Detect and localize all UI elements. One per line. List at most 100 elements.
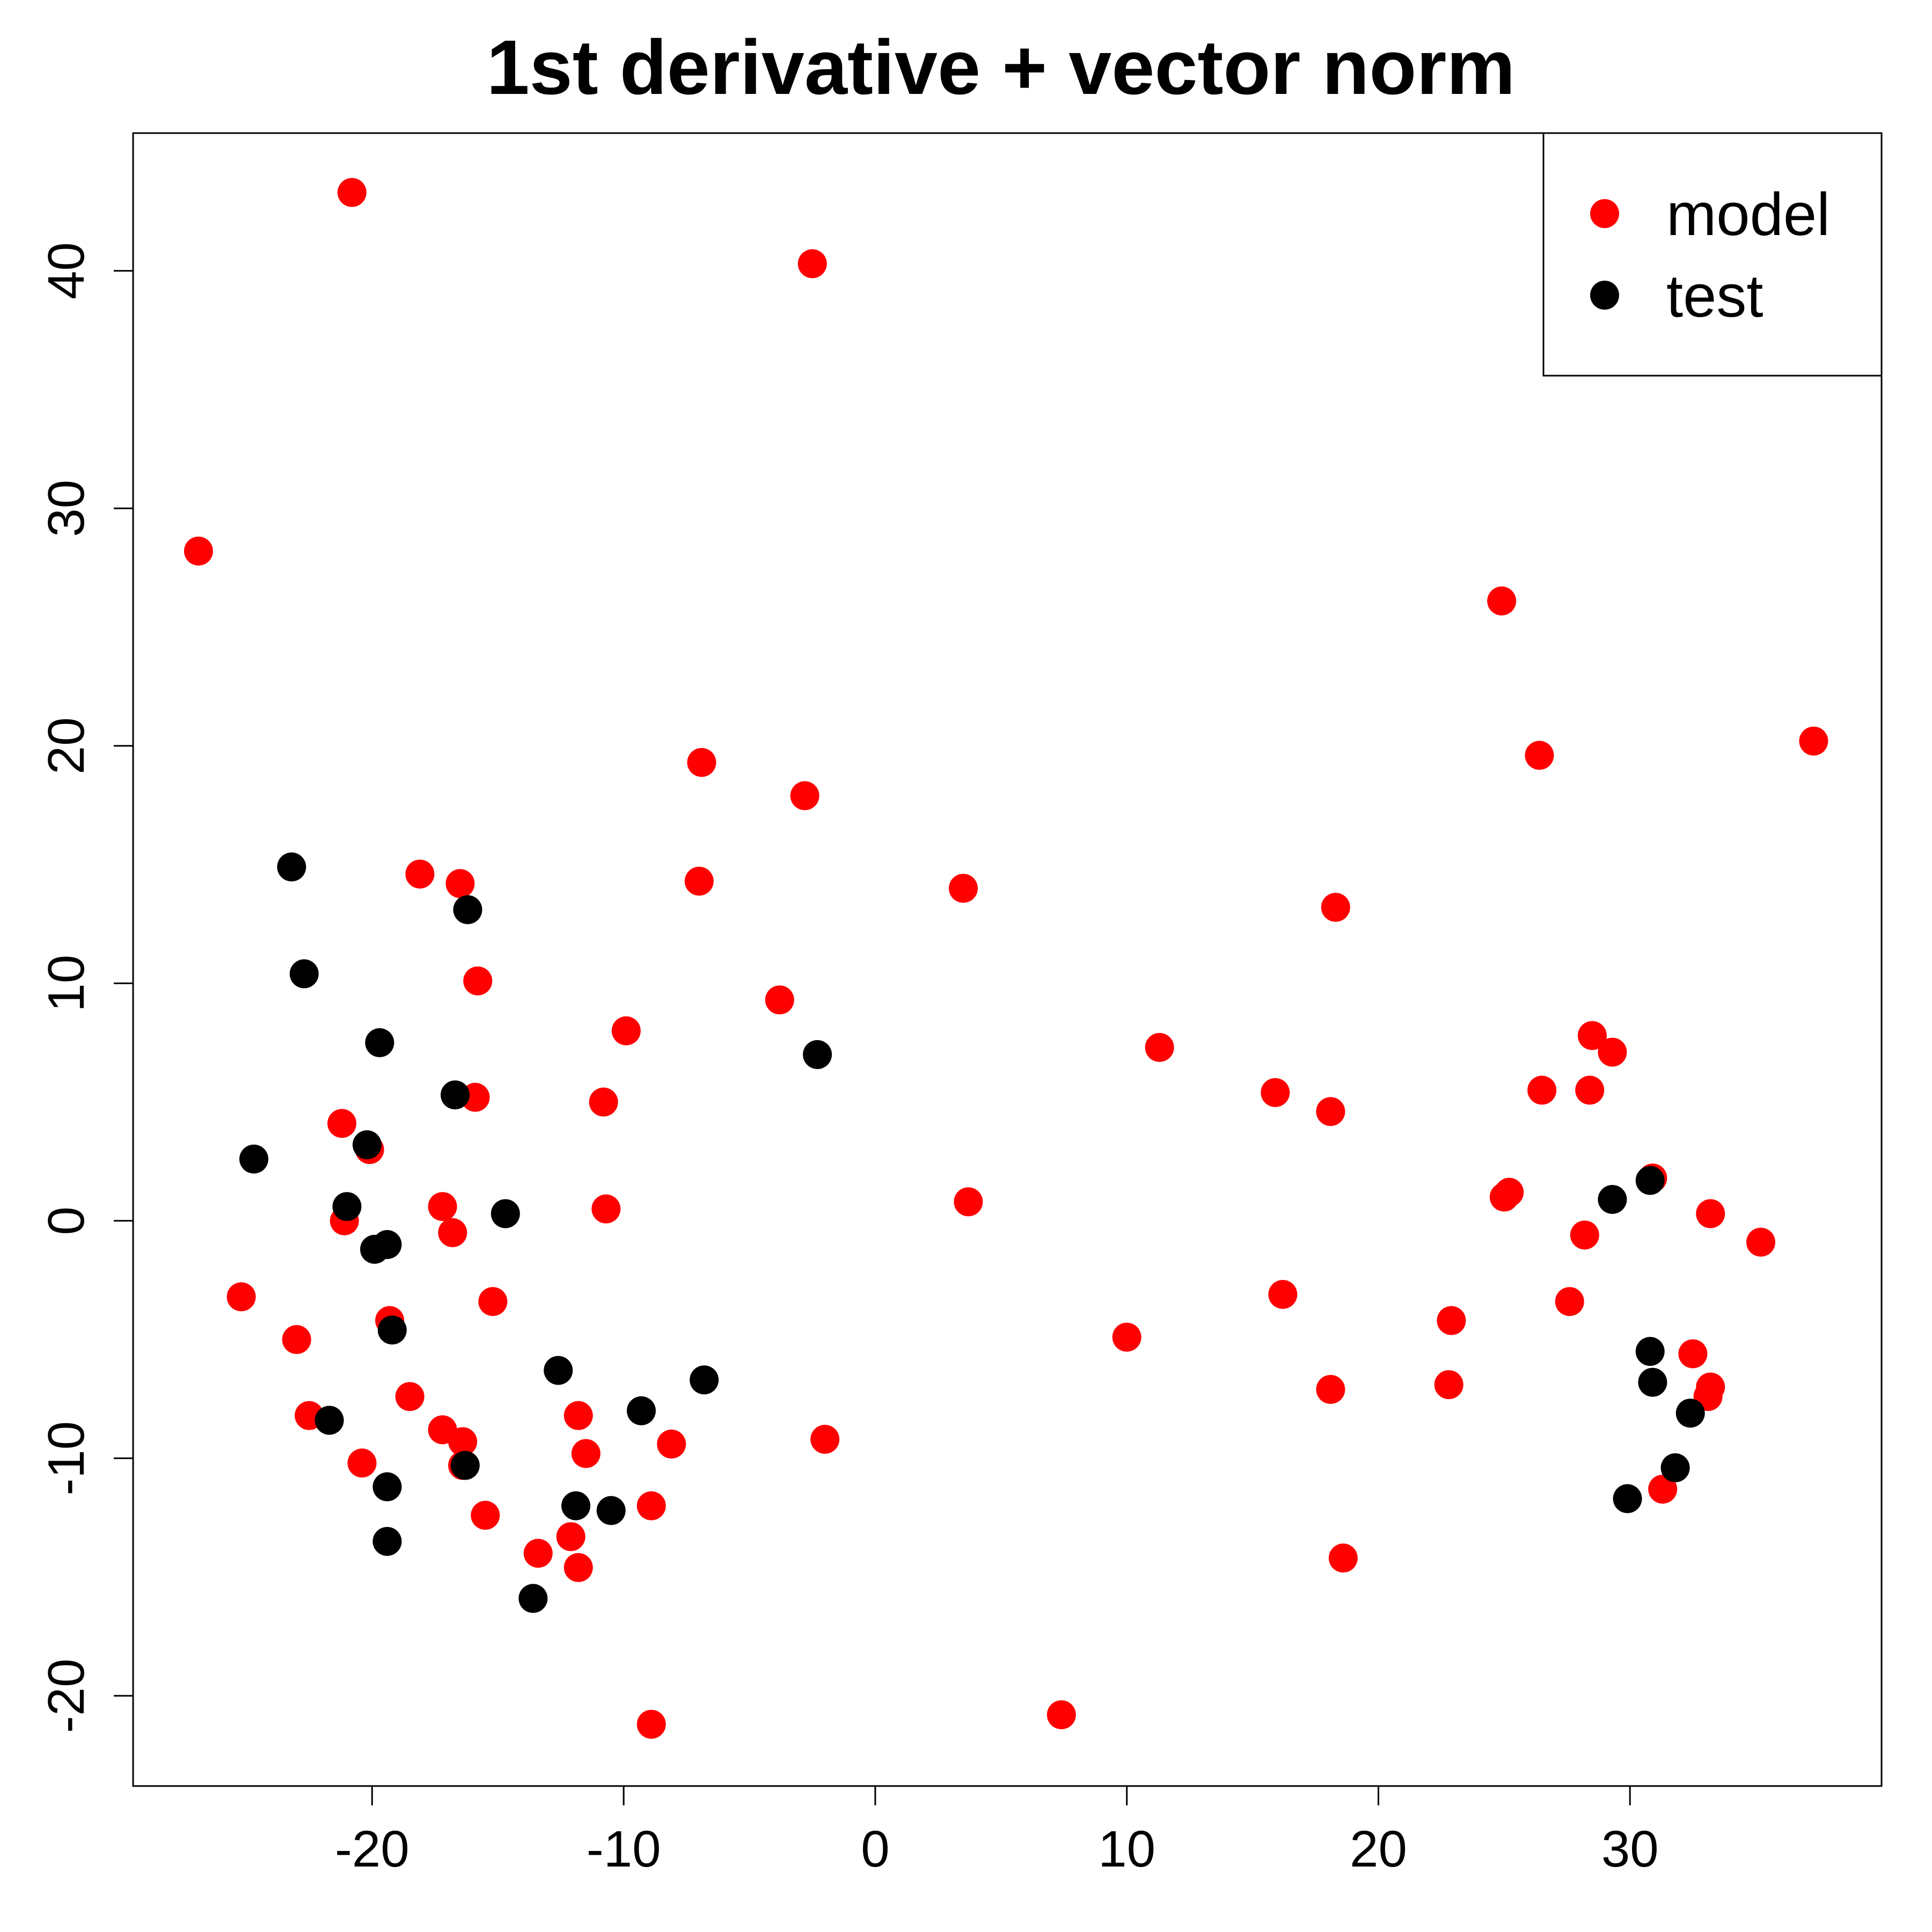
point-model bbox=[1577, 1021, 1607, 1050]
point-model bbox=[395, 1382, 425, 1411]
point-model bbox=[1046, 1700, 1076, 1730]
point-test bbox=[450, 1451, 480, 1480]
x-tick-label: 20 bbox=[1350, 1820, 1407, 1878]
point-model bbox=[1746, 1227, 1775, 1257]
point-model bbox=[790, 781, 819, 810]
point-model bbox=[428, 1192, 457, 1221]
point-test bbox=[352, 1130, 382, 1160]
point-test bbox=[314, 1406, 344, 1435]
point-model bbox=[1575, 1075, 1605, 1105]
legend-marker-model bbox=[1590, 199, 1619, 228]
point-test bbox=[277, 852, 306, 882]
point-model bbox=[1434, 1370, 1463, 1400]
point-model bbox=[471, 1501, 500, 1530]
point-model bbox=[1648, 1474, 1678, 1504]
point-test bbox=[372, 1230, 402, 1260]
point-model bbox=[556, 1522, 586, 1552]
point-model bbox=[797, 249, 827, 279]
point-model bbox=[1495, 1177, 1524, 1207]
point-model bbox=[1268, 1279, 1298, 1309]
legend-label-test: test bbox=[1666, 262, 1763, 330]
point-model bbox=[463, 966, 493, 996]
point-test bbox=[690, 1365, 719, 1395]
point-model bbox=[1570, 1220, 1599, 1250]
y-tick-label: 0 bbox=[38, 1206, 95, 1235]
point-model bbox=[1321, 892, 1350, 922]
point-test bbox=[491, 1199, 520, 1228]
point-test bbox=[239, 1144, 269, 1174]
point-model bbox=[1555, 1287, 1584, 1316]
point-test bbox=[803, 1040, 832, 1070]
point-model bbox=[687, 748, 716, 777]
point-test bbox=[289, 959, 319, 989]
legend-label-model: model bbox=[1666, 181, 1830, 248]
point-test bbox=[453, 895, 482, 925]
point-model bbox=[1145, 1033, 1174, 1062]
y-tick-label: 40 bbox=[38, 242, 95, 299]
point-model bbox=[810, 1424, 840, 1454]
point-model bbox=[591, 1194, 621, 1224]
point-model bbox=[282, 1325, 311, 1355]
point-test bbox=[626, 1396, 656, 1425]
point-test bbox=[544, 1356, 573, 1385]
point-model bbox=[564, 1401, 593, 1430]
point-model bbox=[184, 536, 213, 566]
point-model bbox=[448, 1427, 478, 1457]
x-tick-label: -10 bbox=[587, 1820, 661, 1878]
point-model bbox=[954, 1187, 983, 1217]
point-model bbox=[1328, 1543, 1358, 1573]
y-tick-label: -10 bbox=[38, 1421, 95, 1496]
point-test bbox=[561, 1491, 591, 1520]
legend-marker-test bbox=[1590, 281, 1619, 310]
point-model bbox=[438, 1218, 467, 1247]
point-model bbox=[1525, 741, 1554, 770]
point-test bbox=[596, 1496, 626, 1525]
point-test bbox=[1675, 1399, 1705, 1428]
y-tick-label: 30 bbox=[38, 480, 95, 537]
point-model bbox=[478, 1287, 508, 1316]
y-tick-label: -20 bbox=[38, 1658, 95, 1733]
x-axis: -20 -10 0 10 20 30 bbox=[335, 1785, 1659, 1878]
point-test bbox=[518, 1584, 548, 1613]
point-test bbox=[1660, 1453, 1690, 1483]
x-tick-label: 10 bbox=[1098, 1820, 1155, 1878]
point-model bbox=[657, 1429, 686, 1459]
point-model bbox=[1112, 1322, 1141, 1352]
x-tick-label: -20 bbox=[335, 1820, 409, 1878]
point-test bbox=[377, 1315, 407, 1345]
point-test bbox=[1638, 1367, 1667, 1397]
point-test bbox=[1598, 1184, 1627, 1214]
point-model bbox=[347, 1448, 377, 1478]
point-test bbox=[1635, 1337, 1665, 1366]
point-model bbox=[523, 1539, 553, 1568]
chart-title: 1st derivative + vector norm bbox=[487, 24, 1516, 111]
legend: model test bbox=[1542, 132, 1883, 377]
point-model bbox=[337, 178, 367, 207]
point-model bbox=[564, 1553, 593, 1582]
point-model bbox=[1316, 1374, 1345, 1404]
legend-box bbox=[1542, 132, 1883, 377]
point-model bbox=[327, 1109, 357, 1138]
point-model bbox=[765, 985, 794, 1015]
point-model bbox=[636, 1709, 666, 1739]
point-test bbox=[372, 1472, 402, 1502]
point-model bbox=[1527, 1075, 1557, 1105]
point-test bbox=[365, 1028, 394, 1057]
x-tick-label: 0 bbox=[861, 1820, 889, 1878]
point-model bbox=[636, 1491, 666, 1520]
point-model bbox=[1799, 726, 1828, 756]
point-model bbox=[1261, 1078, 1290, 1107]
point-model bbox=[405, 859, 435, 889]
point-model bbox=[948, 874, 978, 903]
point-test bbox=[1635, 1166, 1665, 1195]
point-model bbox=[1437, 1306, 1466, 1335]
point-model bbox=[589, 1087, 618, 1117]
y-tick-label: 20 bbox=[38, 717, 95, 774]
y-axis: -20 -10 0 10 20 30 40 bbox=[38, 242, 134, 1733]
point-test bbox=[1613, 1484, 1642, 1513]
point-model bbox=[1487, 586, 1517, 616]
point-model bbox=[1598, 1037, 1627, 1067]
point-model bbox=[226, 1282, 256, 1312]
y-tick-label: 10 bbox=[38, 955, 95, 1012]
point-model bbox=[611, 1016, 641, 1045]
